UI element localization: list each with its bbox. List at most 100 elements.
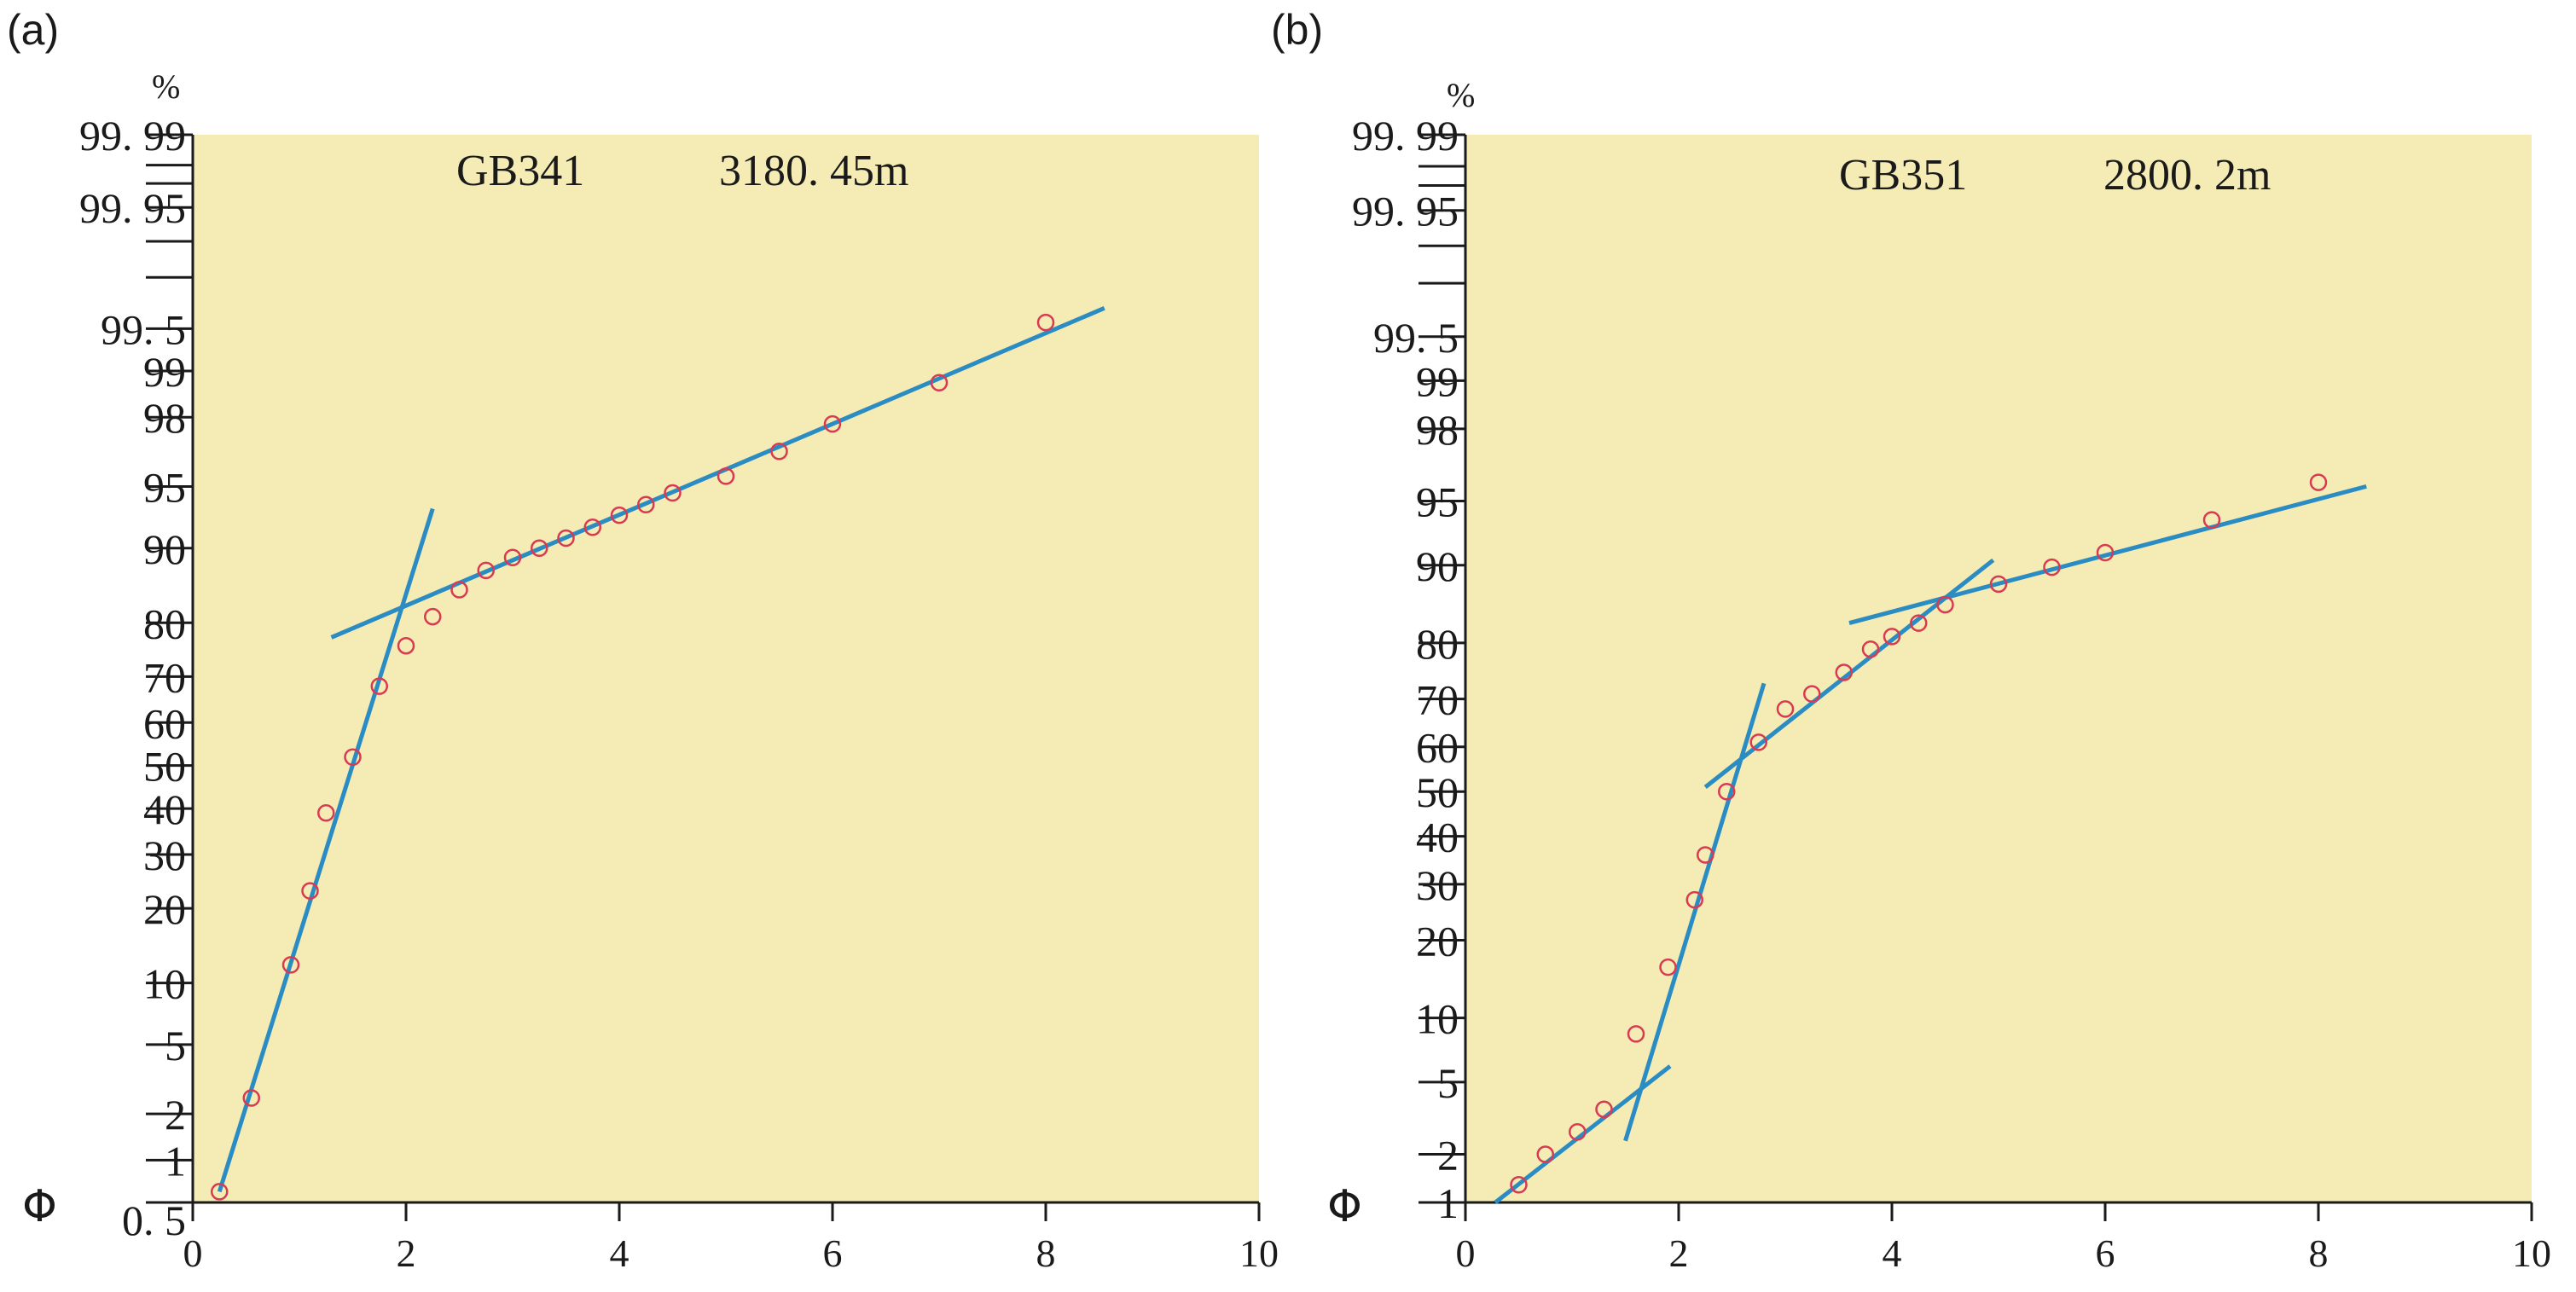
x-tick-label: 10 [2512,1231,2551,1275]
sample-depth-title: 2800. 2m [2103,151,2271,200]
data-point [424,607,442,626]
data-point [477,561,495,580]
y-tick-label: 99 [1416,357,1459,405]
y-tick-label: 40 [1416,814,1459,861]
data-point [397,636,415,655]
y-tick-label: 10 [1416,995,1459,1043]
data-point [1803,685,1821,703]
plot-area [1465,135,2532,1202]
data-point [1510,1176,1528,1194]
data-point [1627,1025,1645,1043]
y-tick-label: 99. 99 [79,112,186,159]
phi-symbol-label: Φ [22,1181,57,1232]
data-point [823,414,842,433]
y-tick-label: 80 [143,600,186,647]
x-tick-label: 2 [1669,1231,1689,1275]
data-point [531,539,548,558]
y-tick-label: 20 [1416,918,1459,965]
data-point [1036,313,1055,332]
sample-depth-title: 3180. 45m [719,147,908,195]
data-point [503,548,522,566]
fit-line [217,507,435,1193]
data-point [557,529,575,548]
x-tick-label: 8 [1036,1231,1056,1275]
y-tick-label: 0. 5 [122,1196,186,1244]
y-tick-label: 2 [165,1091,186,1138]
data-point [1536,1145,1554,1163]
panel-label: (a) [7,6,59,54]
y-tick-label: 20 [143,885,186,933]
y-tick-label: 70 [1416,676,1459,724]
y-tick-label: 50 [1416,768,1459,816]
data-point [1718,782,1736,801]
data-point [1685,890,1703,909]
data-point [664,484,682,502]
y-tick-label: 80 [1416,620,1459,668]
data-point [1595,1100,1613,1119]
data-point [344,748,362,766]
y-tick-label: 1 [165,1137,186,1185]
y-tick-label: 95 [1416,478,1459,526]
y-tick-label: 99. 95 [1352,188,1459,235]
data-point [1776,700,1795,718]
y-tick-label: 98 [1416,406,1459,454]
y-tick-label: 99. 99 [1352,112,1459,159]
plot-area [193,135,1259,1202]
data-point [242,1089,260,1107]
y-tick-label: 95 [143,464,186,512]
y-tick-label: 60 [1416,724,1459,772]
y-tick-label: 5 [1437,1059,1459,1107]
data-point [1659,958,1677,976]
sample-id-title: GB351 [1839,151,1967,200]
y-axis-unit-label: % [152,67,180,106]
y-tick-label: 99 [143,348,186,396]
y-tick-label: 99. 5 [1373,314,1459,362]
y-tick-label: 90 [1416,542,1459,590]
data-point [1749,733,1767,751]
y-tick-label: 98 [143,394,186,442]
x-tick-label: 4 [610,1231,629,1275]
data-point [1861,640,1880,658]
y-tick-label: 70 [143,653,186,701]
y-tick-label: 60 [143,699,186,747]
x-tick-label: 6 [2096,1231,2115,1275]
data-point [637,495,655,513]
data-point [717,467,735,485]
data-point [1910,614,1928,632]
y-tick-label: 30 [1416,861,1459,909]
sample-id-title: GB341 [456,147,584,195]
data-point [211,1183,229,1201]
x-tick-label: 2 [397,1231,416,1275]
data-point [1697,846,1714,864]
data-point [2043,558,2061,576]
y-tick-label: 50 [143,743,186,791]
y-tick-label: 99. 5 [101,305,186,353]
y-tick-label: 30 [143,831,186,879]
x-tick-label: 6 [823,1231,843,1275]
data-point [1835,663,1853,681]
fit-line [1848,484,2367,626]
data-point [301,882,319,900]
y-axis-unit-label: % [1447,76,1475,114]
data-point [2096,543,2115,562]
data-point [281,956,300,974]
y-tick-label: 90 [143,525,186,573]
data-point [930,374,949,392]
x-tick-label: 0 [1456,1231,1476,1275]
data-point [1883,628,1901,646]
data-point [2309,473,2328,491]
data-point [770,443,788,461]
y-tick-label: 99. 95 [79,184,186,232]
data-point [1569,1123,1587,1141]
data-point [583,518,601,536]
phi-symbol-label: Φ [1327,1181,1362,1232]
y-tick-label: 40 [143,785,186,833]
y-tick-label: 5 [165,1022,186,1069]
data-point [2202,511,2221,529]
data-point [1989,575,2008,594]
data-point [450,581,468,599]
data-point [317,803,335,822]
